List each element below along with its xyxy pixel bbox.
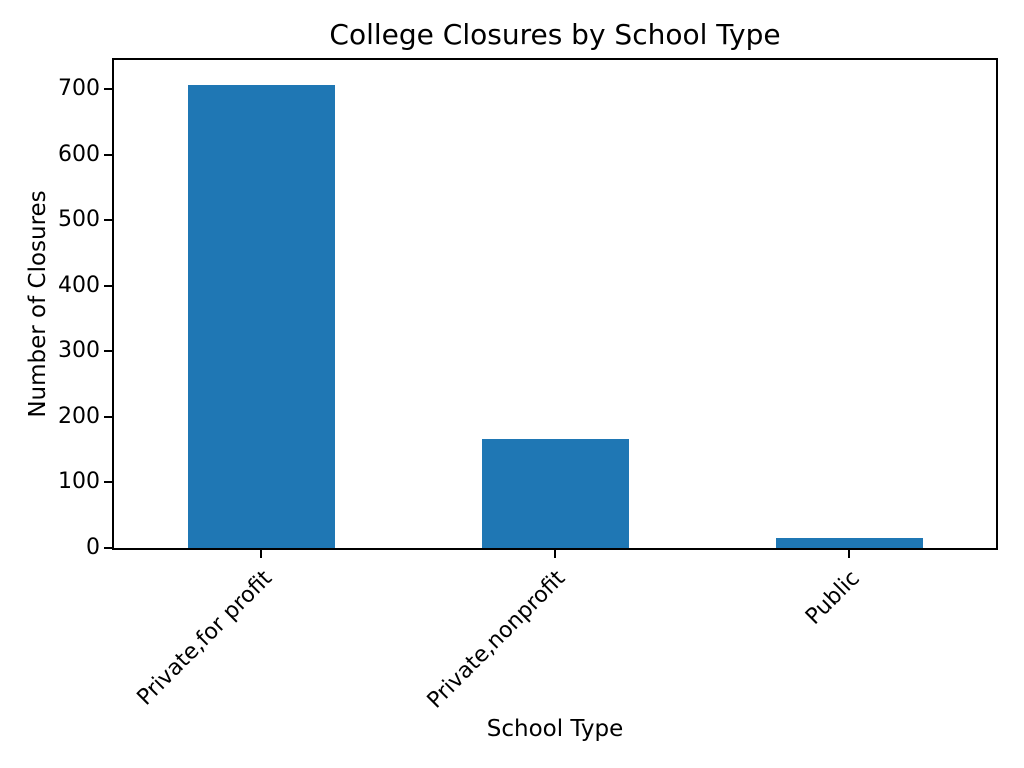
- x-tick-label-private-for-profit: Private,for profit: [132, 566, 277, 711]
- bar-private-nonprofit: [481, 439, 629, 548]
- x-tick-mark: [848, 550, 850, 558]
- y-tick-label: 300: [58, 338, 100, 364]
- y-tick-mark: [104, 219, 112, 222]
- plot-area: [112, 58, 998, 550]
- y-tick-mark: [104, 350, 112, 353]
- y-tick-mark: [104, 547, 112, 549]
- x-tick-label-private-nonprofit: Private,nonprofit: [423, 566, 571, 714]
- y-tick-mark: [104, 284, 112, 287]
- y-tick-label: 0: [86, 535, 100, 560]
- x-axis-label: School Type: [486, 716, 624, 742]
- y-tick-label: 600: [58, 141, 100, 167]
- y-tick-label: 100: [58, 469, 100, 495]
- x-tick-mark: [260, 550, 262, 558]
- y-tick-mark: [104, 415, 112, 418]
- chart-title: College Closures by School Type: [329, 18, 781, 51]
- y-tick-label: 400: [58, 272, 100, 298]
- bar-private-for-profit: [187, 84, 335, 548]
- y-tick-mark: [104, 153, 112, 156]
- y-tick-label: 500: [58, 207, 100, 233]
- x-tick-label-public: Public: [800, 566, 865, 630]
- bar-public: [775, 537, 923, 548]
- y-tick-label: 700: [58, 76, 100, 102]
- y-tick-mark: [104, 481, 112, 484]
- x-tick-mark: [554, 550, 556, 558]
- y-tick-label: 200: [58, 403, 100, 429]
- y-tick-mark: [104, 88, 112, 91]
